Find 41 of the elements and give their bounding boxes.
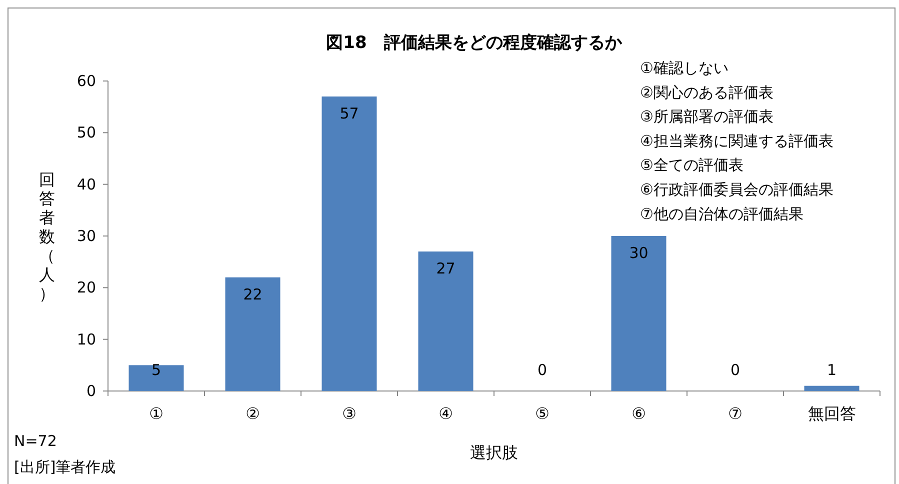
y-tick-label: 0 (86, 382, 96, 400)
chart-title: 図18 評価結果をどの程度確認するか (326, 33, 623, 53)
data-label: 0 (537, 361, 548, 379)
y-axis-title: 回答者数（人） (39, 170, 55, 303)
text: ①確認しない (640, 59, 728, 77)
y-tick-label: 20 (76, 278, 96, 297)
x-tick-label: ③ (342, 404, 356, 423)
annotation: ④担当業務に関連する評価表 (640, 132, 834, 150)
data-label: 27 (436, 260, 456, 278)
data-label: 5 (151, 361, 162, 379)
data-label: 30 (629, 244, 648, 262)
data-label: 0 (730, 361, 740, 379)
x-tick-label: ② (246, 404, 260, 423)
bar (322, 96, 377, 391)
bar (418, 252, 474, 391)
x-tick-label: ⑥ (632, 404, 646, 423)
bar (804, 386, 860, 391)
bar (611, 236, 666, 391)
y-tick-label: 60 (76, 72, 96, 90)
text: [出所]筆者作成 (14, 458, 116, 476)
bar (128, 365, 184, 391)
x-tick-label: ④ (438, 404, 453, 423)
x-tick-label: ① (149, 404, 164, 423)
data-label: 22 (243, 285, 262, 304)
annotation: ⑤全ての評価表 (640, 156, 744, 174)
y-tick-label: 50 (76, 124, 96, 142)
y-tick-label: 10 (76, 330, 96, 348)
x-tick-label: ⑤ (535, 404, 550, 423)
annotation: ③所属部署の評価表 (640, 108, 774, 126)
y-tick-label: 40 (76, 175, 96, 194)
data-label: 1 (826, 361, 837, 379)
x-tick-label: ⑦ (728, 404, 742, 423)
bar (225, 277, 280, 391)
data-label: 57 (340, 104, 359, 122)
text: N=72 (14, 432, 57, 450)
annotation: ②関心のある評価表 (640, 83, 774, 102)
y-tick-label: 30 (76, 227, 96, 245)
annotation: ⑦他の自治体の評価結果 (640, 204, 804, 223)
x-axis-title: 選択肢 (470, 443, 518, 462)
x-tick-label: 無回答 (808, 404, 856, 423)
annotation: ⑥行政評価委員会の評価結果 (640, 180, 834, 198)
